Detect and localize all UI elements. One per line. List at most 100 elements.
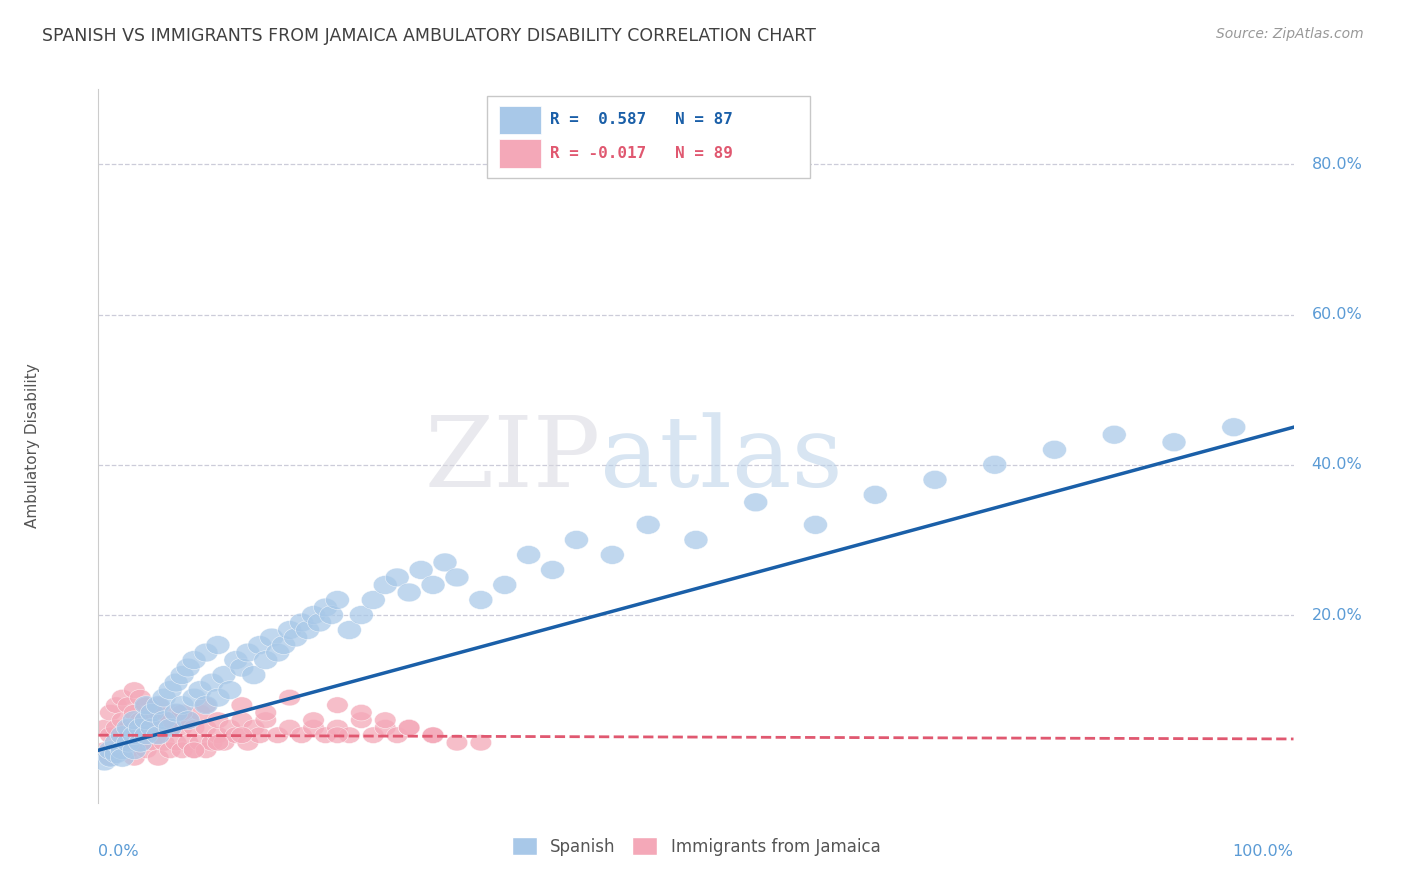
Ellipse shape bbox=[247, 636, 271, 655]
Ellipse shape bbox=[350, 606, 374, 624]
Ellipse shape bbox=[135, 720, 157, 736]
Ellipse shape bbox=[685, 531, 709, 549]
Ellipse shape bbox=[124, 720, 145, 736]
Ellipse shape bbox=[105, 720, 127, 736]
Ellipse shape bbox=[361, 591, 385, 609]
Ellipse shape bbox=[517, 546, 541, 565]
Ellipse shape bbox=[470, 734, 492, 751]
Ellipse shape bbox=[122, 726, 146, 745]
Ellipse shape bbox=[225, 727, 246, 743]
Ellipse shape bbox=[94, 742, 115, 758]
Ellipse shape bbox=[278, 621, 302, 640]
Ellipse shape bbox=[540, 560, 565, 579]
Text: R = -0.017   N = 89: R = -0.017 N = 89 bbox=[550, 146, 733, 161]
Ellipse shape bbox=[183, 689, 207, 707]
Ellipse shape bbox=[387, 727, 408, 743]
Ellipse shape bbox=[207, 689, 231, 707]
Ellipse shape bbox=[291, 727, 312, 743]
Text: SPANISH VS IMMIGRANTS FROM JAMAICA AMBULATORY DISABILITY CORRELATION CHART: SPANISH VS IMMIGRANTS FROM JAMAICA AMBUL… bbox=[42, 27, 815, 45]
Ellipse shape bbox=[422, 575, 446, 594]
Ellipse shape bbox=[326, 720, 349, 736]
Ellipse shape bbox=[863, 485, 887, 504]
Ellipse shape bbox=[224, 650, 247, 670]
Ellipse shape bbox=[219, 720, 240, 736]
Ellipse shape bbox=[183, 650, 207, 670]
Ellipse shape bbox=[100, 727, 121, 743]
Ellipse shape bbox=[254, 705, 277, 721]
Ellipse shape bbox=[339, 727, 360, 743]
Ellipse shape bbox=[111, 741, 135, 760]
Ellipse shape bbox=[238, 734, 259, 751]
Text: 0.0%: 0.0% bbox=[98, 844, 139, 859]
Ellipse shape bbox=[315, 727, 336, 743]
Ellipse shape bbox=[231, 712, 253, 729]
Ellipse shape bbox=[267, 727, 288, 743]
Ellipse shape bbox=[271, 636, 295, 655]
Ellipse shape bbox=[188, 681, 212, 699]
Text: 80.0%: 80.0% bbox=[1312, 157, 1362, 172]
FancyBboxPatch shape bbox=[486, 96, 810, 178]
Ellipse shape bbox=[135, 726, 159, 745]
Ellipse shape bbox=[111, 690, 134, 706]
Text: Ambulatory Disability: Ambulatory Disability bbox=[25, 364, 41, 528]
Ellipse shape bbox=[118, 720, 139, 736]
Ellipse shape bbox=[231, 658, 254, 677]
Ellipse shape bbox=[422, 727, 444, 743]
Ellipse shape bbox=[374, 575, 398, 594]
Ellipse shape bbox=[129, 734, 150, 751]
Ellipse shape bbox=[254, 650, 278, 670]
Ellipse shape bbox=[207, 712, 229, 729]
Ellipse shape bbox=[446, 734, 468, 751]
Ellipse shape bbox=[385, 568, 409, 587]
Text: ZIP: ZIP bbox=[425, 412, 600, 508]
Ellipse shape bbox=[105, 697, 127, 714]
Text: 100.0%: 100.0% bbox=[1233, 844, 1294, 859]
Ellipse shape bbox=[148, 727, 169, 743]
Ellipse shape bbox=[177, 712, 198, 729]
Ellipse shape bbox=[744, 493, 768, 512]
Ellipse shape bbox=[494, 575, 517, 594]
Ellipse shape bbox=[166, 705, 187, 721]
Ellipse shape bbox=[363, 727, 384, 743]
Ellipse shape bbox=[201, 734, 222, 751]
Ellipse shape bbox=[398, 720, 420, 736]
Ellipse shape bbox=[374, 720, 396, 736]
Ellipse shape bbox=[190, 734, 211, 751]
Ellipse shape bbox=[290, 613, 314, 632]
Ellipse shape bbox=[295, 621, 319, 640]
Ellipse shape bbox=[118, 742, 139, 758]
Ellipse shape bbox=[1222, 417, 1246, 436]
Ellipse shape bbox=[98, 748, 122, 767]
Ellipse shape bbox=[159, 712, 181, 729]
Ellipse shape bbox=[111, 734, 134, 751]
Ellipse shape bbox=[214, 734, 235, 751]
Ellipse shape bbox=[172, 705, 193, 721]
Ellipse shape bbox=[409, 560, 433, 579]
Ellipse shape bbox=[183, 720, 205, 736]
Ellipse shape bbox=[194, 643, 218, 662]
Ellipse shape bbox=[983, 456, 1007, 475]
Ellipse shape bbox=[172, 720, 193, 736]
Ellipse shape bbox=[124, 749, 145, 766]
Ellipse shape bbox=[148, 749, 169, 766]
Ellipse shape bbox=[218, 681, 242, 699]
Ellipse shape bbox=[337, 621, 361, 640]
Ellipse shape bbox=[129, 690, 150, 706]
Ellipse shape bbox=[172, 742, 193, 758]
Ellipse shape bbox=[117, 733, 141, 752]
Ellipse shape bbox=[98, 741, 122, 760]
Text: 20.0%: 20.0% bbox=[1312, 607, 1362, 623]
Ellipse shape bbox=[111, 726, 135, 745]
Ellipse shape bbox=[177, 734, 198, 751]
Ellipse shape bbox=[207, 636, 231, 655]
Ellipse shape bbox=[194, 696, 218, 714]
Ellipse shape bbox=[141, 703, 165, 722]
Ellipse shape bbox=[142, 734, 163, 751]
Ellipse shape bbox=[326, 727, 349, 743]
Ellipse shape bbox=[111, 712, 134, 729]
Ellipse shape bbox=[142, 712, 163, 729]
FancyBboxPatch shape bbox=[499, 139, 541, 168]
Ellipse shape bbox=[104, 733, 128, 752]
Ellipse shape bbox=[100, 705, 121, 721]
Ellipse shape bbox=[284, 628, 308, 647]
